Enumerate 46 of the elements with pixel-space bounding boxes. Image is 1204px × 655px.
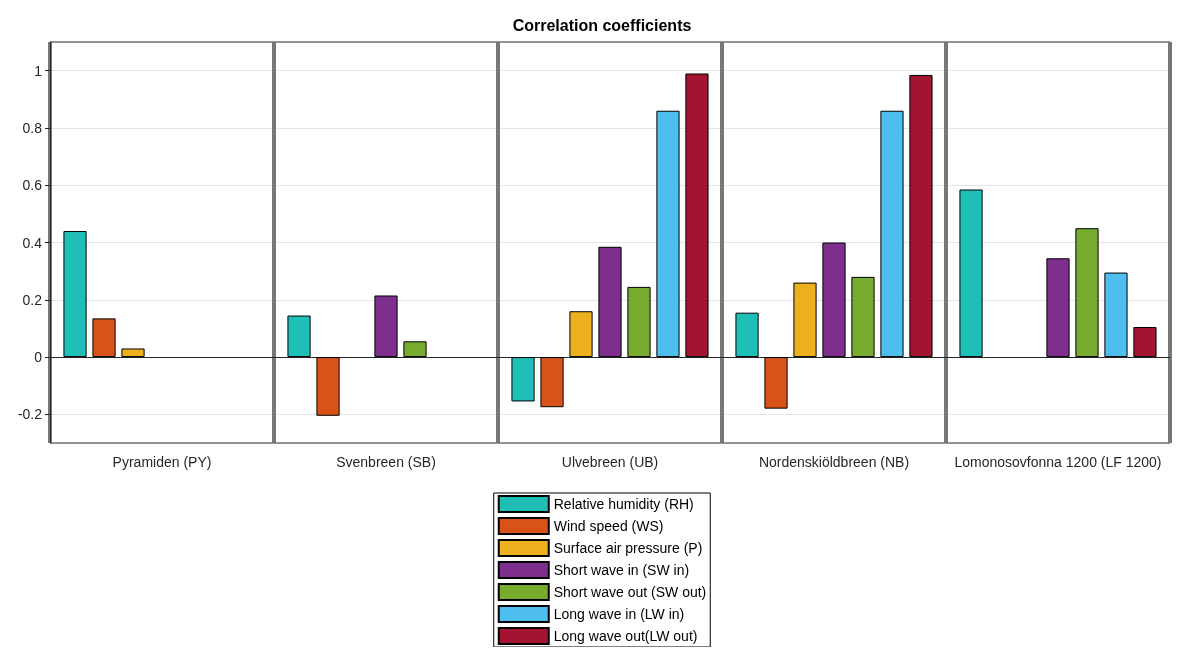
legend-label: Short wave out (SW out): [553, 584, 707, 600]
bar: [1046, 258, 1070, 358]
bar: [1104, 272, 1128, 358]
legend-label: Surface air pressure (P): [553, 540, 703, 556]
x-tick-label: Nordenskiöldbreen (NB): [758, 454, 910, 470]
legend-label: Long wave in (LW in): [553, 606, 685, 622]
bar: [656, 110, 680, 358]
x-tick-label: Lomonosovfonna 1200 (LF 1200): [954, 454, 1162, 470]
bar: [374, 295, 398, 358]
legend-label: Long wave out(LW out): [553, 628, 698, 644]
bar: [735, 312, 759, 358]
bar: [598, 246, 622, 358]
bar: [1075, 228, 1099, 358]
x-tick-label: Svenbreen (SB): [336, 454, 436, 470]
bar: [959, 189, 983, 358]
bar: [63, 231, 87, 358]
legend-label: Short wave in (SW in): [553, 562, 690, 578]
bar: [569, 311, 593, 358]
bar: [822, 242, 846, 358]
bar: [764, 357, 788, 409]
bar: [851, 276, 875, 358]
bar: [121, 348, 145, 358]
legend-label: Relative humidity (RH): [553, 496, 694, 512]
y-tick-label: 0.6: [22, 177, 43, 194]
bar: [316, 357, 340, 416]
bar: [793, 282, 817, 358]
bar: [540, 357, 564, 408]
x-tick-label: Ulvebreen (UB): [561, 454, 659, 470]
y-tick-label: 0.4: [22, 234, 43, 251]
legend-label: Wind speed (WS): [553, 518, 664, 534]
x-tick-label: Pyramiden (PY): [112, 454, 212, 470]
y-tick-label: 0.8: [22, 119, 43, 136]
chart-title: Correlation coefficients: [512, 16, 692, 34]
bar: [1133, 327, 1157, 358]
bar: [511, 357, 535, 402]
bar: [627, 286, 651, 358]
y-tick-label: 0.2: [22, 291, 43, 308]
bar: [880, 110, 904, 358]
y-tick-label: 1: [34, 62, 43, 79]
y-tick-label: 0: [34, 349, 43, 366]
bar: [287, 315, 311, 358]
bar: [403, 341, 427, 358]
y-tick-label: -0.2: [17, 406, 43, 423]
bar: [685, 73, 709, 358]
bar: [92, 318, 116, 358]
bar: [909, 74, 933, 358]
